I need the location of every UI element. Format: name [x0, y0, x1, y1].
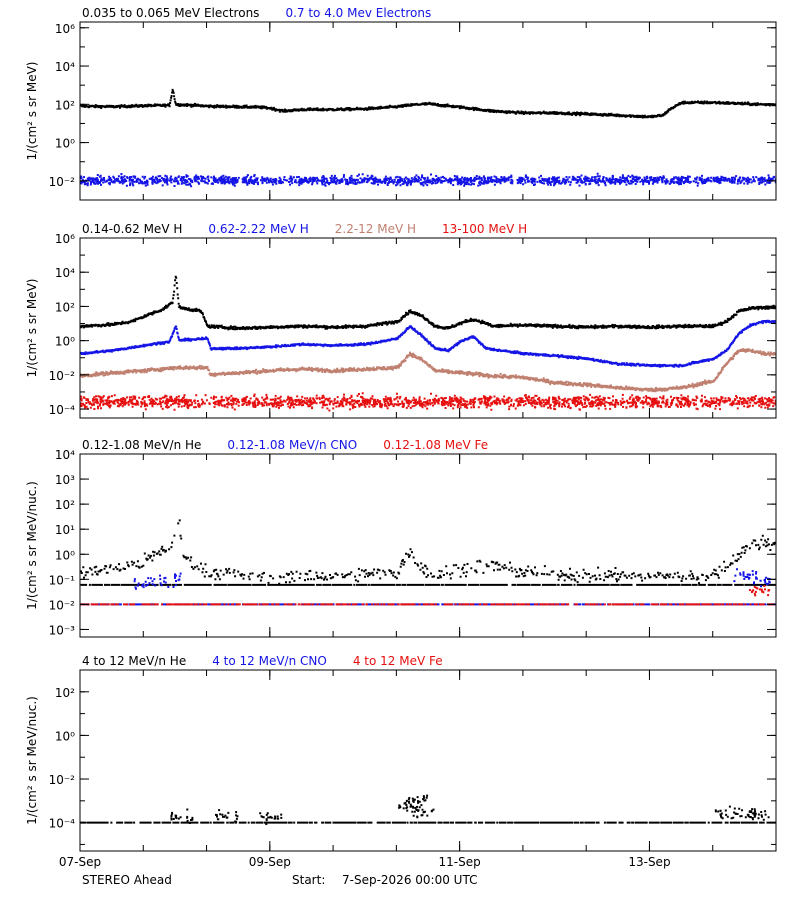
y-axis-label: 1/(cm² s sr MeV/nuc.) — [25, 481, 39, 610]
y-tick-label: 10³ — [55, 473, 75, 487]
series-marks — [80, 568, 776, 606]
y-tick-label: 10¹ — [55, 523, 75, 537]
y-tick-label: 10⁻² — [49, 598, 76, 612]
y-tick-label: 10⁻⁴ — [49, 403, 76, 417]
series-marks — [80, 583, 776, 586]
series-3-0 — [80, 794, 776, 825]
legend-entry: 13-100 MeV H — [442, 222, 527, 236]
plot-frame — [79, 237, 777, 419]
y-tick-label: 10⁰ — [55, 729, 75, 743]
y-axis-label: 1/(cm² s sr MeV/nuc.) — [25, 696, 39, 825]
legend-entry: 0.12-1.08 MeV/n CNO — [227, 438, 357, 452]
x-tick-label: 11-Sep — [439, 855, 481, 869]
series-1-0 — [80, 275, 776, 331]
series-marks — [80, 172, 776, 188]
series-marks — [80, 348, 776, 393]
y-tick-label: 10² — [55, 686, 75, 700]
series-1-1 — [80, 319, 776, 368]
x-tick-label: 07-Sep — [59, 855, 101, 869]
legend-entry: 0.62-2.22 MeV H — [208, 222, 308, 236]
legend-entry: 0.12-1.08 MeV/n He — [82, 438, 201, 452]
legend-entry: 4 to 12 MeV/n CNO — [212, 654, 327, 668]
y-axis-label: 1/(cm² s sr MeV) — [25, 279, 39, 378]
series-2-1 — [80, 583, 776, 586]
series-2-3 — [80, 585, 775, 606]
y-tick-label: 10⁶ — [55, 232, 75, 246]
legend-entry: 0.12-1.08 MeV Fe — [383, 438, 488, 452]
x-tick-label: 09-Sep — [249, 855, 291, 869]
y-tick-label: 10⁰ — [55, 335, 75, 349]
start-label: Start: — [292, 873, 326, 887]
plot-frame — [79, 21, 777, 201]
y-tick-label: 10⁻² — [49, 773, 76, 787]
series-marks — [80, 275, 776, 331]
plot-frame — [79, 669, 777, 852]
panel-heavy_high: 10⁻⁴ 10⁻² 10⁰ 10² 1/(cm² s sr MeV/nuc.) 4 to … — [25, 654, 777, 852]
y-tick-label: 10² — [55, 498, 75, 512]
series-marks — [80, 88, 776, 119]
panel-heavy_low: 10⁻³ 10⁻² 10⁻¹ 10⁰ 10¹ 10² 10³ 10⁴ 1/(cm² s sr M… — [25, 438, 777, 638]
legend-entry: 0.7 to 4.0 Mev Electrons — [285, 6, 431, 20]
y-tick-label: 10⁴ — [55, 448, 75, 462]
legend-entry: 0.035 to 0.065 MeV Electrons — [82, 6, 259, 20]
series-marks — [80, 392, 776, 412]
start-value: 7-Sep-2026 00:00 UTC — [342, 873, 478, 887]
y-tick-label: 10⁻⁴ — [49, 817, 76, 831]
y-tick-label: 10⁻³ — [49, 623, 76, 637]
series-marks — [80, 585, 775, 606]
series-marks — [80, 319, 776, 368]
legend-entry: 4 to 12 MeV Fe — [353, 654, 443, 668]
y-tick-label: 10² — [55, 98, 75, 112]
y-tick-label: 10⁰ — [55, 137, 75, 151]
y-tick-label: 10² — [55, 300, 75, 314]
series-2-0 — [80, 519, 776, 585]
y-tick-label: 10⁻² — [49, 369, 76, 383]
y-tick-label: 10⁶ — [55, 22, 75, 36]
series-1-3 — [80, 392, 776, 412]
series-0-1 — [80, 172, 776, 188]
y-tick-label: 10⁴ — [55, 60, 75, 74]
y-tick-label: 10⁻² — [49, 175, 76, 189]
y-tick-label: 10⁴ — [55, 266, 75, 280]
spacecraft-label: STEREO Ahead — [82, 873, 172, 887]
panel-electrons: 10⁻² 10⁰ 10² 10⁴ 10⁶ 1/(cm² s sr MeV) 0.035 to… — [25, 6, 777, 201]
y-tick-label: 10⁻¹ — [49, 573, 76, 587]
series-1-2 — [80, 348, 776, 393]
panel-protons: 10⁻⁴ 10⁻² 10⁰ 10² 10⁴ 10⁶ 1/(cm² s sr MeV) 0.14… — [25, 222, 777, 419]
plot-frame — [79, 453, 777, 638]
legend-entry: 0.14-0.62 MeV H — [82, 222, 182, 236]
series-2-2 — [80, 568, 776, 606]
series-marks — [80, 519, 776, 585]
series-marks — [80, 794, 776, 825]
y-axis-label: 1/(cm² s sr MeV) — [25, 62, 39, 161]
series-0-0 — [80, 88, 776, 119]
y-tick-label: 10⁰ — [55, 548, 75, 562]
legend-entry: 4 to 12 MeV/n He — [82, 654, 186, 668]
x-tick-label: 13-Sep — [628, 855, 670, 869]
legend-entry: 2.2-12 MeV H — [335, 222, 416, 236]
